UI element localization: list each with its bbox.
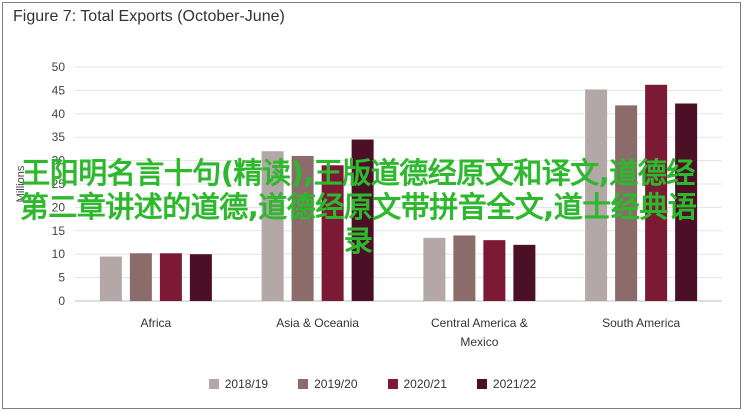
bar	[159, 253, 182, 301]
bar	[129, 253, 152, 301]
legend-swatch	[298, 379, 309, 389]
chart-legend: 2018/19 2019/20 2020/21 2021/22	[0, 377, 745, 391]
bar	[351, 139, 374, 301]
x-tick-label: Central America &	[431, 316, 528, 330]
bar	[483, 240, 506, 301]
bar	[321, 165, 344, 301]
x-tick-label: Mexico	[460, 335, 498, 349]
bar	[615, 105, 638, 301]
y-tick-label: 40	[52, 107, 66, 121]
legend-item: 2018/19	[208, 377, 269, 391]
legend-swatch	[387, 379, 398, 389]
y-tick-label: 20	[52, 200, 66, 214]
bar	[99, 256, 122, 301]
y-tick-label: 10	[52, 247, 66, 261]
bar	[291, 155, 314, 301]
y-tick-label: 25	[52, 177, 66, 191]
legend-label: 2021/22	[492, 377, 537, 391]
legend-item: 2019/20	[298, 377, 358, 391]
bar	[189, 254, 212, 301]
bar	[645, 84, 668, 301]
legend-swatch	[476, 379, 487, 389]
legend-item: 2021/22	[476, 377, 537, 391]
y-tick-label: 45	[52, 83, 66, 97]
bar	[423, 237, 446, 301]
y-axis-label: Millions	[15, 165, 27, 202]
bar	[675, 103, 698, 301]
bar	[261, 151, 284, 301]
overlay-watermark-text: 王阳明名言十句(精读),王版道德经原文和译文,道德经第二章讲述的道德,道德经原文…	[19, 156, 697, 258]
legend-label: 2018/19	[224, 377, 269, 391]
y-tick-label: 0	[58, 294, 65, 308]
legend-label: 2020/21	[403, 377, 447, 391]
x-tick-label: Africa	[141, 316, 172, 330]
bar	[585, 89, 608, 302]
legend-swatch	[208, 379, 219, 389]
y-tick-label: 5	[58, 271, 65, 285]
bar	[513, 244, 536, 301]
chart-title: Figure 7: Total Exports (October-June)	[13, 8, 285, 25]
y-tick-label: 50	[52, 60, 66, 74]
bar	[453, 235, 476, 301]
y-tick-label: 30	[52, 154, 66, 168]
legend-item: 2020/21	[387, 377, 447, 391]
y-tick-label: 35	[52, 130, 66, 144]
x-tick-label: South America	[602, 316, 680, 330]
legend-label: 2019/20	[314, 377, 358, 391]
y-tick-label: 15	[52, 224, 66, 238]
x-tick-label: Asia & Oceania	[276, 316, 359, 330]
